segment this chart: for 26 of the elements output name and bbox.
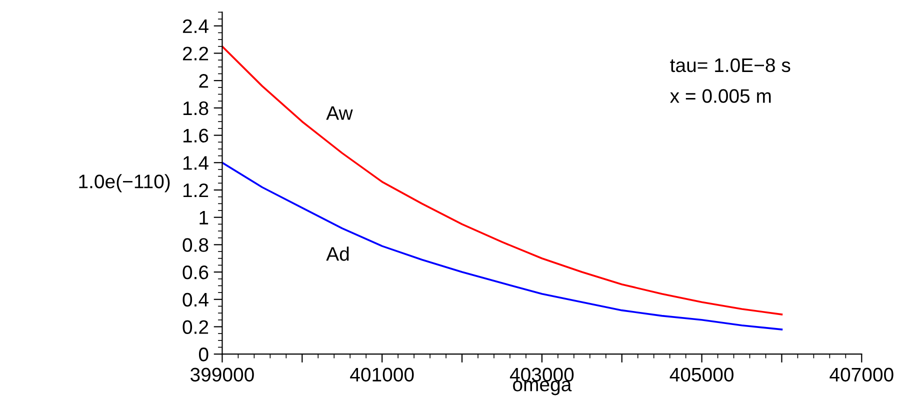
y-tick-label: 0.8	[182, 238, 208, 252]
x-tick-label: 401000	[350, 368, 414, 382]
x-axis-title: omega	[513, 380, 572, 396]
y-tick-label: 1.4	[183, 156, 208, 170]
series-label: Ad	[326, 246, 349, 261]
y-axis-title: 1.0e(−110)	[79, 174, 170, 192]
y-tick-label: 0.4	[182, 292, 208, 307]
y-tick-label: 0.2	[182, 320, 208, 334]
y-tick-label: 1.6	[183, 128, 208, 143]
y-tick-label: 2.4	[182, 19, 208, 33]
line-series	[222, 45, 783, 316]
x-tick-label: 407000	[830, 368, 894, 382]
x-tick-label: 405000	[670, 368, 734, 382]
line-series	[222, 162, 783, 330]
annotation: tau= 1.0E−8 s	[670, 58, 790, 72]
y-tick-label: 1.8	[183, 101, 208, 116]
x-tick-label: 399000	[190, 368, 254, 382]
series-label: Aw	[326, 106, 353, 120]
annotation: x = 0.005 m	[670, 89, 771, 103]
y-tick-label: 0.6	[182, 266, 208, 280]
y-tick-label: 1	[200, 211, 208, 224]
y-tick-label: 1.2	[183, 183, 208, 198]
y-tick-label: 2	[199, 74, 208, 88]
y-tick-label: 0	[198, 348, 208, 362]
x-tick-label: 403000	[510, 368, 574, 382]
y-tick-label: 2.2	[182, 46, 208, 60]
